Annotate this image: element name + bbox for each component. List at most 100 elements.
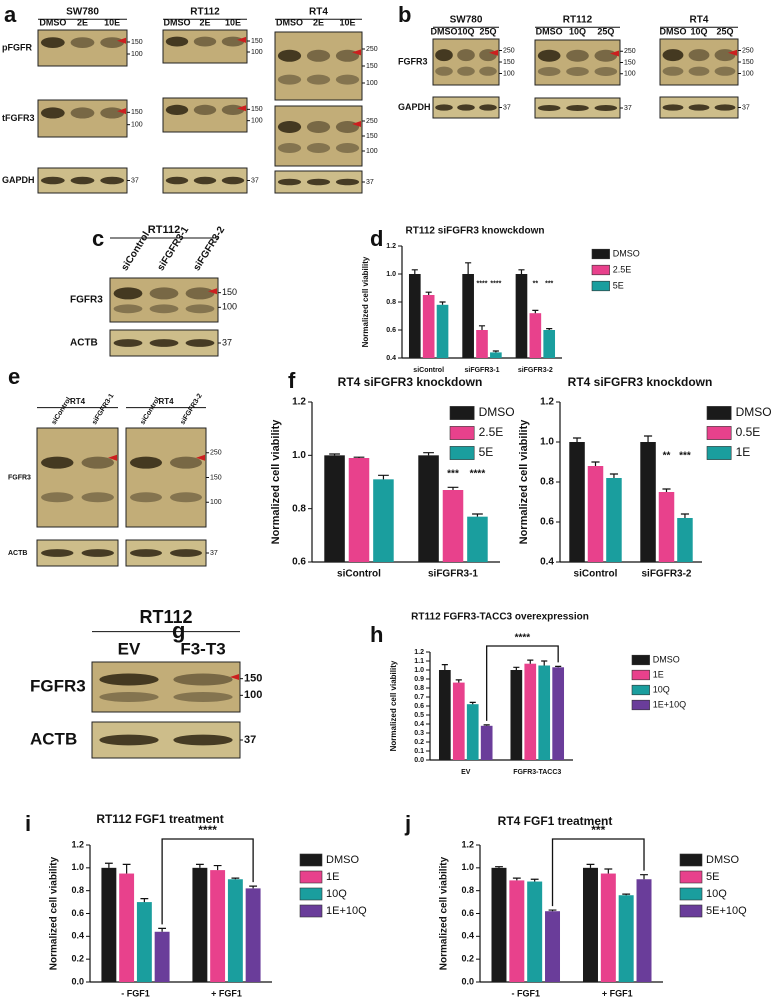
chart-title: RT4 FGF1 treatment <box>498 814 613 828</box>
blot-band <box>688 104 710 111</box>
y-axis-label: Normalized cell viability <box>361 256 370 347</box>
lane-label: EV <box>118 639 141 658</box>
significance: ** <box>663 451 671 462</box>
error-bar <box>213 864 222 871</box>
mw-marker: 100 <box>251 49 263 56</box>
legend-swatch <box>706 426 732 440</box>
blot-band <box>457 49 475 62</box>
mw-marker: 37 <box>624 105 632 112</box>
legend-label: 5E <box>479 445 494 459</box>
blot-band <box>100 176 125 185</box>
lane-label: siFGFR3-1 <box>91 393 116 426</box>
bar <box>490 352 502 358</box>
mw-marker: 100 <box>244 689 262 701</box>
mw-marker: 100 <box>222 302 237 312</box>
arrowhead <box>196 454 205 461</box>
error-bar <box>465 262 472 274</box>
bar <box>640 442 656 562</box>
x-tick-label: siControl <box>337 569 381 580</box>
bar <box>467 516 488 562</box>
y-tick-label: 1.2 <box>461 839 474 849</box>
row-label: ACTB <box>8 550 27 557</box>
bar <box>245 888 261 982</box>
bar <box>348 458 370 562</box>
lane-label: 10Q <box>569 26 586 36</box>
mw-marker: 37 <box>251 177 259 184</box>
mw-marker: 150 <box>503 59 515 66</box>
mw-marker: 37 <box>742 104 750 111</box>
mw-marker: 100 <box>624 71 636 78</box>
legend-label: 1E <box>736 445 751 459</box>
y-tick-label: 0.8 <box>71 885 84 895</box>
blot-band <box>221 104 245 115</box>
legend-swatch <box>631 699 650 711</box>
blot-band <box>99 673 159 686</box>
blot-band <box>537 49 561 62</box>
legend-swatch <box>449 426 475 440</box>
y-tick-label: 0.0 <box>414 757 424 764</box>
error-bar <box>604 868 613 874</box>
blot-band <box>662 66 684 76</box>
y-tick-label: 1.2 <box>414 649 424 656</box>
lane-label: 25Q <box>597 26 614 36</box>
bar <box>408 274 421 358</box>
blot-band <box>149 339 179 347</box>
x-tick-label: - FGF1 <box>121 988 150 998</box>
y-tick-label: 1.2 <box>71 839 84 849</box>
error-bar <box>329 453 340 456</box>
panel-letter: d <box>370 226 383 251</box>
y-tick-label: 0.2 <box>461 954 474 964</box>
error-bar <box>609 473 619 478</box>
legend-label: DMSO <box>479 405 515 419</box>
mw-marker: 37 <box>366 179 374 186</box>
legend-swatch <box>591 280 610 292</box>
blot-band <box>479 66 497 76</box>
blot-band <box>173 673 233 686</box>
y-tick-label: 0.8 <box>414 685 424 692</box>
blot-title: RT112 <box>190 7 220 18</box>
chart-title: RT112 siFGFR3 knowckdown <box>406 226 545 237</box>
lane-label: 2E <box>313 17 324 27</box>
legend-swatch <box>299 853 323 867</box>
mw-marker: 150 <box>244 673 262 685</box>
bar <box>324 455 345 562</box>
error-bar <box>527 659 534 664</box>
error-bar <box>541 660 548 666</box>
blot-band <box>306 178 331 186</box>
bar <box>136 902 152 982</box>
blot-band <box>306 121 331 133</box>
blot-image <box>125 427 207 528</box>
blot-band <box>335 74 360 85</box>
mw-marker: 100 <box>366 80 378 87</box>
bar <box>538 665 551 760</box>
mw-marker: 100 <box>131 51 143 58</box>
blot-band <box>714 104 736 111</box>
lane-label: 25Q <box>716 26 733 36</box>
legend-label: 1E+10Q <box>326 905 367 917</box>
legend-swatch <box>299 870 323 884</box>
row-label: GAPDH <box>2 175 35 185</box>
blot-band <box>113 339 143 347</box>
y-tick-label: 0.8 <box>461 885 474 895</box>
arrowhead <box>610 50 619 57</box>
y-tick-label: 0.8 <box>540 477 554 488</box>
mw-marker: 100 <box>131 122 143 129</box>
significance: **** <box>470 469 486 480</box>
y-tick-label: 0.4 <box>461 931 474 941</box>
bar <box>192 867 208 982</box>
error-bar <box>492 350 499 353</box>
x-tick-label: EV <box>461 769 471 776</box>
bar <box>658 492 675 562</box>
error-bar <box>378 474 389 480</box>
legend-label: 10Q <box>326 888 347 900</box>
blot-image <box>37 99 128 138</box>
y-tick-label: 0.7 <box>414 694 424 701</box>
y-axis-label: Normalized cell viability <box>439 856 450 970</box>
legend-swatch <box>631 684 650 696</box>
mw-marker: 150 <box>366 133 378 140</box>
error-bar <box>423 452 434 456</box>
blot-image <box>162 29 248 64</box>
error-bar <box>158 927 167 932</box>
lane-label: 2E <box>77 17 88 27</box>
bar <box>418 455 439 562</box>
